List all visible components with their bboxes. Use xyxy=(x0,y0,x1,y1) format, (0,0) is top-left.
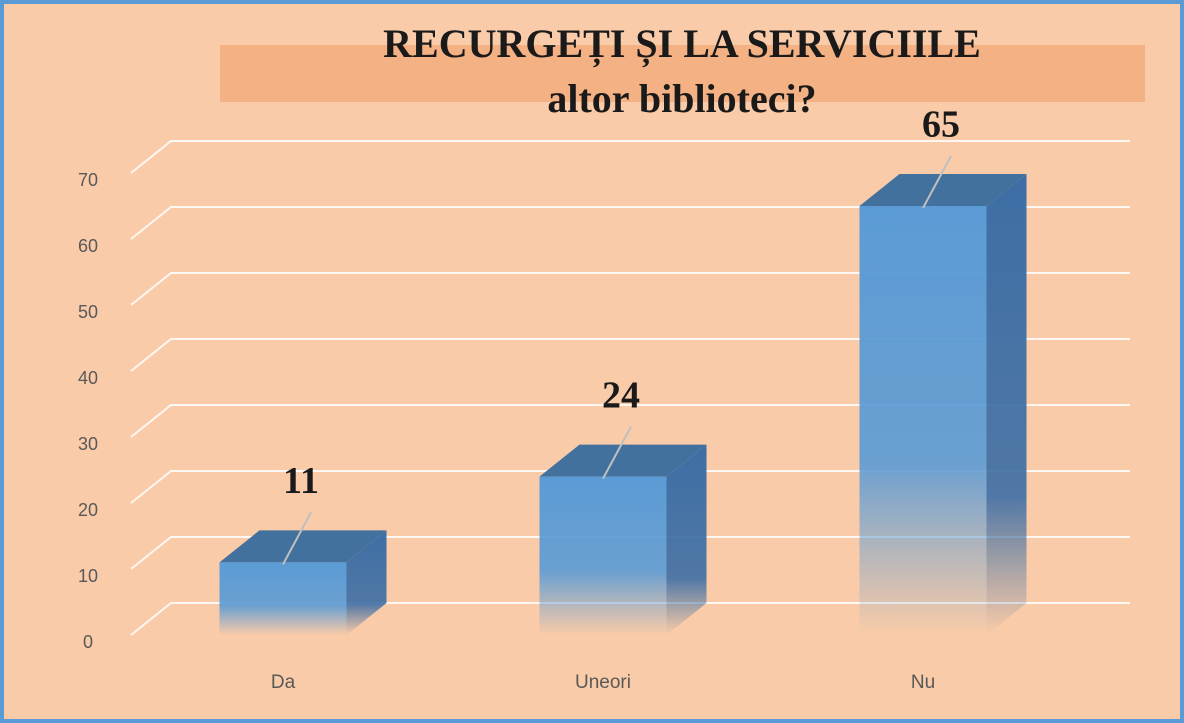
bar-top xyxy=(219,530,387,563)
bar xyxy=(219,562,347,635)
grid-line xyxy=(130,470,1130,504)
x-tick-label: Uneori xyxy=(575,672,631,693)
leader-line xyxy=(602,426,632,480)
grid-line xyxy=(130,206,1130,240)
grid-line xyxy=(130,140,1130,174)
chart-title: altor biblioteci? xyxy=(547,76,816,121)
bar-top xyxy=(539,444,707,477)
y-tick-label: 40 xyxy=(78,368,98,388)
data-label: 24 xyxy=(602,374,640,416)
bar xyxy=(859,206,987,635)
y-tick-label: 0 xyxy=(83,632,93,652)
grid-line xyxy=(130,338,1130,372)
grid-line xyxy=(130,536,1130,570)
y-tick-label: 10 xyxy=(78,566,98,586)
y-tick-label: 70 xyxy=(78,170,98,190)
bar-side xyxy=(986,174,1027,635)
x-tick-label: Da xyxy=(271,672,296,693)
grid-line xyxy=(130,404,1130,438)
chart-title: RECURGEȚI ȘI LA SERVICIILE xyxy=(383,21,981,68)
leader-line xyxy=(922,155,952,209)
bar xyxy=(539,476,667,635)
title-band xyxy=(220,45,1145,102)
y-tick-label: 30 xyxy=(78,434,98,454)
data-label: 11 xyxy=(283,460,319,502)
bar-side xyxy=(666,444,707,635)
grid-line xyxy=(130,272,1130,306)
y-tick-label: 60 xyxy=(78,236,98,256)
bar-side xyxy=(346,530,387,635)
grid-line xyxy=(130,602,1130,636)
bar-top xyxy=(859,174,1027,206)
y-tick-label: 50 xyxy=(78,302,98,322)
y-tick-label: 20 xyxy=(78,500,98,520)
leader-line xyxy=(282,511,312,565)
data-label: 65 xyxy=(922,104,960,146)
x-tick-label: Nu xyxy=(911,672,935,693)
